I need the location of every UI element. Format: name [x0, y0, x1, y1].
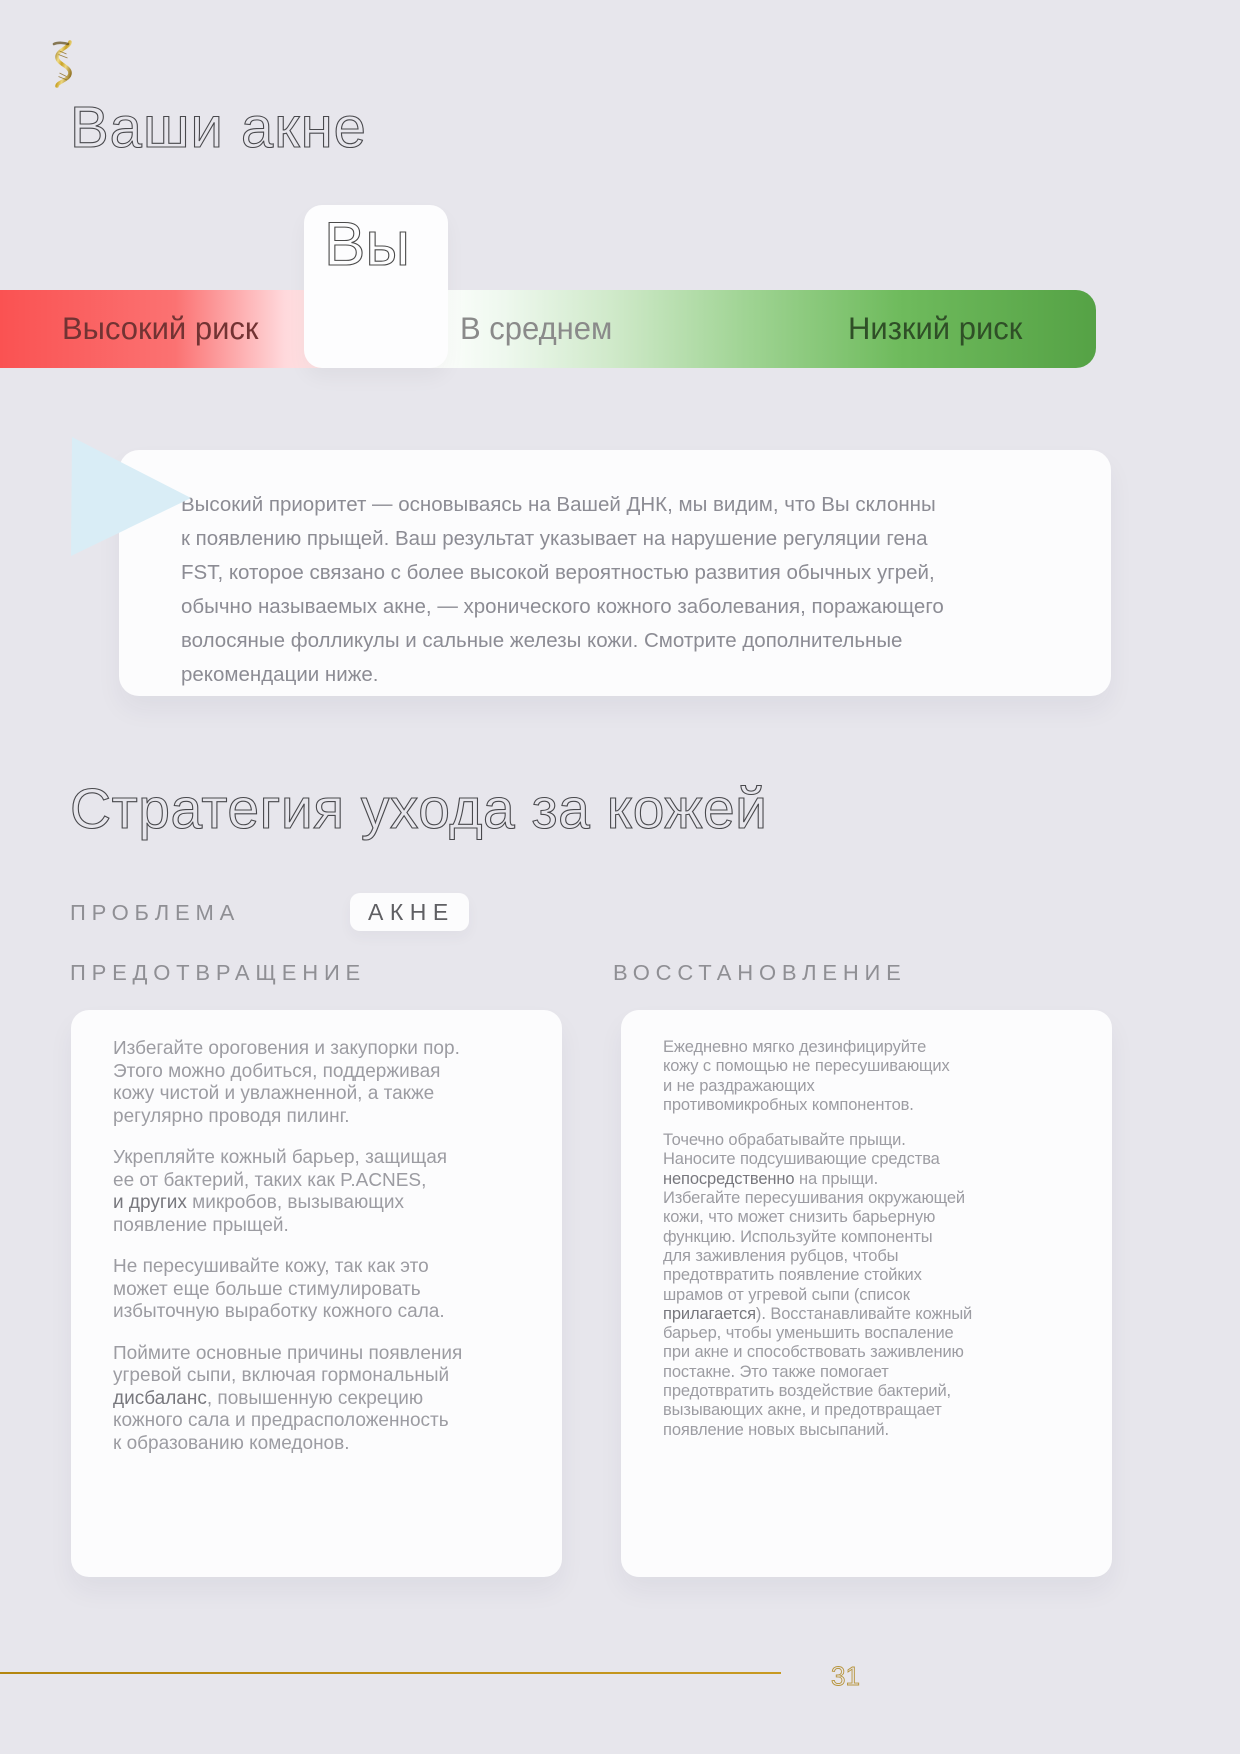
svg-text:АКНЕ: АКНЕ — [368, 899, 455, 925]
svg-text:31: 31 — [831, 1661, 860, 1691]
svg-text:Стратегия ухода за кожей: Стратегия ухода за кожей — [70, 778, 768, 841]
